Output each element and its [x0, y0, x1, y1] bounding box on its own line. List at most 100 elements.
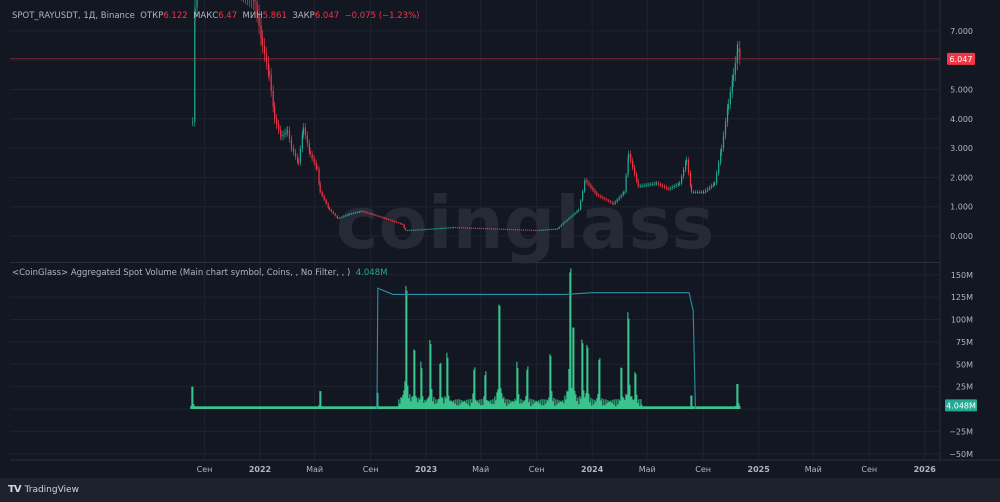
volume-bar [199, 406, 201, 409]
candle-body [732, 74, 734, 81]
volume-bar [590, 397, 592, 409]
candle-body [412, 229, 414, 231]
volume-bar [384, 406, 386, 409]
candle-body [470, 227, 473, 229]
volume-bar [718, 406, 720, 409]
volume-bar [417, 402, 419, 409]
volume-bar [434, 404, 436, 409]
chart-canvas[interactable]: coinglass 7.000 5.000 4.000 3.000 2.000 1.000 0… [0, 0, 1000, 478]
candle-body [494, 228, 496, 230]
candle-body [458, 227, 461, 229]
tradingview-footer[interactable]: TV TradingView [8, 484, 79, 495]
indicator-legend[interactable]: <CoinGlass> Aggregated Spot Volume (Main… [12, 268, 387, 278]
volume-bar [612, 399, 614, 409]
volume-bar [451, 401, 453, 409]
volume-bar [264, 406, 266, 409]
volume-bar [274, 406, 276, 409]
close-label: ЗАКР [292, 11, 315, 21]
volume-bar [593, 404, 595, 409]
volume-bar [200, 406, 202, 409]
volume-bar [555, 399, 557, 409]
volume-bar [574, 390, 576, 409]
volume-bar [580, 398, 582, 409]
last-price-badge [947, 52, 975, 65]
price-axis-label: 3.000 [950, 144, 973, 153]
volume-bar [296, 406, 298, 409]
volume-bar [391, 406, 393, 409]
volume-bar [283, 406, 285, 409]
volume-bar [217, 406, 219, 409]
volume-bar [231, 406, 233, 409]
volume-bar [717, 406, 719, 409]
volume-bar [444, 396, 446, 409]
volume-bar [642, 406, 644, 409]
volume-bar [513, 402, 515, 409]
volume-axis-label: 150M [951, 271, 973, 280]
candle-body [665, 187, 668, 189]
candle-body [386, 218, 388, 220]
price-axis-label: 4.000 [950, 115, 973, 124]
volume-bar [492, 399, 494, 409]
candle-body [530, 229, 532, 231]
volume-bar [229, 406, 231, 409]
volume-bar [675, 406, 677, 409]
volume-bar [543, 405, 545, 409]
volume-bar [379, 406, 381, 409]
volume-bar [234, 406, 236, 409]
volume-bar [725, 406, 727, 409]
volume-bar [269, 406, 271, 409]
volume-bar [241, 406, 243, 409]
candle-body [582, 191, 584, 201]
candle-body [339, 217, 341, 219]
candle-body [278, 124, 280, 130]
volume-bar [565, 399, 567, 409]
volume-bar [630, 396, 632, 409]
volume-bar [375, 406, 377, 409]
volume-axis-label: 25M [956, 383, 973, 392]
volume-bar [413, 349, 415, 409]
candle-body [636, 174, 638, 181]
volume-bar [484, 375, 486, 409]
candle-body [378, 215, 380, 217]
volume-bar [514, 398, 516, 409]
volume-bar [662, 406, 664, 409]
candle-body [362, 211, 364, 213]
volume-bar [286, 406, 288, 409]
volume-bar [672, 406, 674, 409]
volume-bar [333, 406, 335, 409]
candle-body [336, 215, 338, 218]
volume-bar [204, 406, 206, 409]
candle-body [622, 193, 624, 196]
candle-body [318, 168, 320, 184]
candle-body [639, 185, 641, 187]
volume-bar [637, 403, 639, 409]
volume-bar [487, 400, 489, 409]
volume-bar [304, 406, 306, 409]
volume-bar [226, 406, 228, 409]
candle-body [634, 167, 636, 175]
volume-bar [670, 406, 672, 409]
volume-bar [232, 406, 234, 409]
volume-bar [478, 403, 480, 409]
volume-bar [603, 399, 605, 409]
volume-bar [219, 406, 221, 409]
volume-bar [673, 406, 675, 409]
candle-body [299, 148, 301, 163]
candle-body [297, 160, 299, 163]
volume-bar [450, 400, 452, 409]
volume-bar [293, 406, 295, 409]
volume-bar [414, 350, 416, 409]
time-axis-label: 2023 [415, 465, 437, 474]
volume-bar [207, 406, 209, 409]
volume-bar [727, 406, 729, 409]
volume-bar [353, 406, 355, 409]
volume-bar [737, 383, 739, 409]
volume-bar [641, 404, 643, 409]
candle-body [258, 13, 260, 26]
volume-bar [667, 406, 669, 409]
candle-body [602, 197, 604, 199]
candle-body [570, 216, 572, 218]
volume-bar [568, 368, 570, 409]
volume-bar [424, 399, 426, 409]
volume-bar [273, 406, 275, 409]
